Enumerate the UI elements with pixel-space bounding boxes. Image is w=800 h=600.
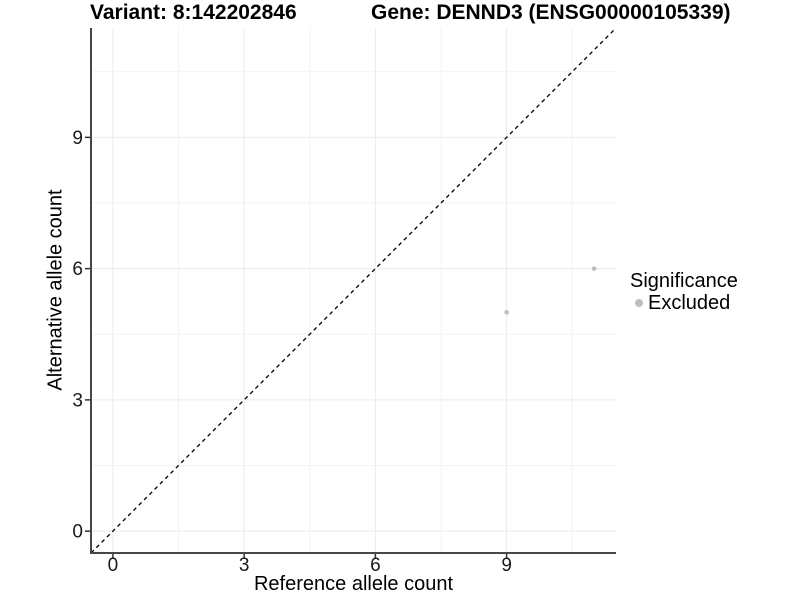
y-tick-label: 3 [72, 390, 83, 411]
plot-title-variant: Variant: 8:142202846 [90, 1, 297, 24]
x-tick-label: 0 [108, 555, 119, 576]
y-axis-title: Alternative allele count [44, 189, 67, 391]
x-tick-label: 3 [239, 555, 250, 576]
x-tick-label: 9 [501, 555, 512, 576]
excluded-point-icon [635, 299, 643, 307]
legend: Significance Excluded [630, 270, 738, 314]
legend-title: Significance [630, 270, 738, 292]
x-tick-label: 6 [370, 555, 381, 576]
identity-dashed-line [90, 27, 617, 554]
y-tick-label: 6 [72, 259, 83, 280]
y-tick-label: 9 [72, 128, 83, 149]
y-tick-label: 0 [72, 522, 83, 543]
plot-title-gene: Gene: DENND3 (ENSG00000105339) [371, 1, 731, 24]
data-point [504, 310, 509, 315]
data-point [591, 266, 597, 271]
legend-item-label: Excluded [648, 292, 731, 314]
legend-item-excluded: Excluded [630, 293, 738, 313]
x-axis-title: Reference allele count [253, 573, 453, 595]
